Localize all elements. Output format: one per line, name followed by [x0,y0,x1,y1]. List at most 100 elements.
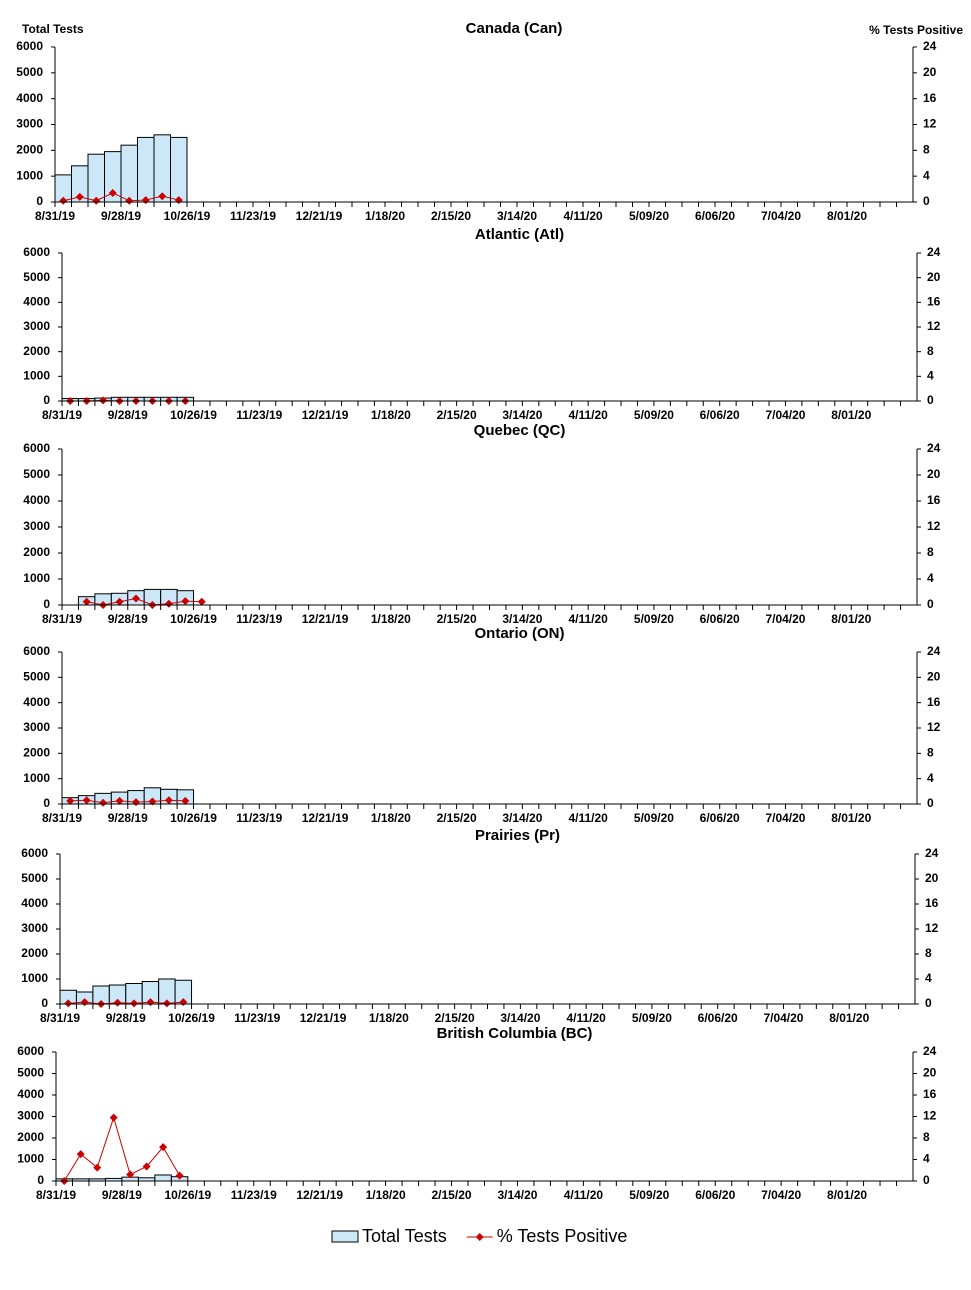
y2-tick-label: 24 [923,39,937,53]
y-tick-label: 0 [43,597,50,611]
x-tick-label: 8/31/19 [42,612,82,626]
y2-tick-label: 16 [925,896,939,910]
y2-tick-label: 20 [925,871,939,885]
y2-tick-label: 0 [927,597,934,611]
x-tick-label: 2/15/20 [437,612,477,626]
marker [175,1171,184,1180]
x-tick-label: 6/06/20 [700,408,740,422]
marker [113,998,122,1007]
x-tick-label: 10/26/19 [164,1188,211,1202]
x-tick-label: 11/23/19 [236,612,282,626]
x-tick-label: 12/21/19 [302,612,349,626]
marker [76,1150,85,1159]
x-tick-label: 6/06/20 [700,612,740,626]
y2-tick-label: 8 [927,344,934,358]
x-tick-label: 1/18/20 [366,1188,406,1202]
x-tick-label: 4/11/20 [564,1188,604,1202]
x-tick-label: 1/18/20 [365,209,405,223]
y2-tick-label: 16 [923,91,937,105]
y-tick-label: 0 [43,393,50,407]
marker [162,999,171,1008]
marker [158,192,167,201]
y2-tick-label: 20 [927,270,941,284]
bar [170,136,188,203]
marker [82,796,91,805]
y2-tick-label: 4 [927,771,934,785]
x-tick-label: 5/09/20 [629,209,669,223]
y2-tick-label: 0 [927,796,934,810]
chart-title: Ontario (ON) [475,625,565,642]
legend-marker [475,1233,484,1241]
y-tick-label: 6000 [17,1044,44,1058]
y-tick-label: 4000 [16,91,43,105]
bar [120,144,138,203]
x-tick-label: 11/23/19 [234,1011,280,1025]
x-tick-label: 9/28/19 [108,612,148,626]
y-tick-label: 1000 [17,1152,44,1166]
x-tick-label: 1/18/20 [371,612,411,626]
x-tick-label: 7/04/20 [765,408,805,422]
y-tick-label: 1000 [16,168,43,182]
marker [148,797,157,806]
y-tick-label: 5000 [23,670,50,684]
marker [131,594,140,603]
y2-tick-label: 4 [923,168,930,182]
y2-tick-label: 8 [923,1130,930,1144]
x-tick-label: 4/11/20 [568,612,608,626]
y2-tick-label: 4 [927,571,934,585]
x-tick-label: 7/04/20 [763,1011,803,1025]
x-tick-label: 6/06/20 [700,811,740,825]
y2-tick-label: 0 [927,393,934,407]
x-tick-label: 2/15/20 [435,1011,475,1025]
y-tick-label: 3000 [23,519,50,533]
y-tick-label: 3000 [16,117,43,131]
y2-tick-label: 24 [927,441,941,455]
y2-tick-label: 8 [923,143,930,157]
x-tick-label: 6/06/20 [695,209,735,223]
x-tick-label: 8/31/19 [42,811,82,825]
y-tick-label: 1000 [23,369,50,383]
y-tick-label: 5000 [16,65,43,79]
y-tick-label: 6000 [21,846,48,860]
marker [197,597,206,606]
y-axis-label: Total Tests [22,22,84,36]
x-tick-label: 4/11/20 [563,209,603,223]
y2-tick-label: 24 [927,644,941,658]
x-tick-label: 1/18/20 [371,811,411,825]
y-tick-label: 2000 [16,143,43,157]
x-tick-label: 2/15/20 [431,209,471,223]
x-tick-label: 2/15/20 [437,811,477,825]
y2-tick-label: 12 [927,519,941,533]
marker [75,192,84,201]
chart-title: Canada (Can) [466,20,563,37]
y-tick-label: 0 [36,194,43,208]
x-tick-label: 5/09/20 [634,811,674,825]
x-tick-label: 11/23/19 [236,811,282,825]
y-tick-label: 2000 [21,946,48,960]
marker [126,1170,135,1179]
legend-label: % Tests Positive [497,1226,628,1246]
marker [92,196,101,205]
y-tick-label: 3000 [23,720,50,734]
x-tick-label: 6/06/20 [695,1188,735,1202]
marker [109,1113,118,1122]
y2-axis-label: % Tests Positive [869,23,963,37]
y-tick-label: 2000 [23,746,50,760]
marker [115,597,124,606]
x-tick-label: 10/26/19 [170,811,217,825]
x-tick-label: 8/31/19 [42,408,82,422]
marker [64,999,73,1008]
x-tick-label: 5/09/20 [632,1011,672,1025]
marker [99,798,108,807]
y2-tick-label: 16 [923,1087,937,1101]
marker [99,396,108,405]
marker [142,1162,151,1171]
x-tick-label: 1/18/20 [371,408,411,422]
marker [164,599,173,608]
y-tick-label: 3000 [17,1109,44,1123]
x-tick-label: 3/14/20 [502,811,542,825]
x-tick-label: 7/04/20 [765,612,805,626]
y2-tick-label: 4 [927,369,934,383]
y-tick-label: 2000 [23,344,50,358]
